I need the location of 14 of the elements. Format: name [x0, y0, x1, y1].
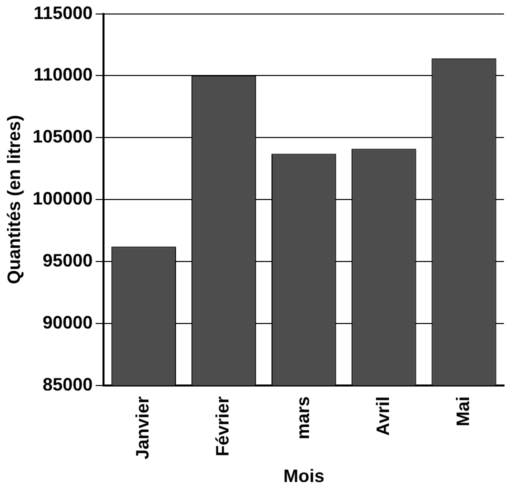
- y-axis-title: Quantités (en litres): [4, 115, 24, 284]
- x-axis-title: Mois: [283, 466, 324, 486]
- y-tick-label: 95000: [42, 250, 93, 270]
- x-tick-label: Janvier: [132, 396, 153, 460]
- y-tick-label: 105000: [32, 126, 93, 147]
- x-tick-label: Avril: [372, 396, 393, 436]
- y-tick-label: 90000: [42, 312, 93, 332]
- x-tick-label: Mai: [452, 396, 473, 426]
- y-tick-label: 100000: [32, 188, 93, 209]
- x-tick-label: Février: [212, 396, 233, 456]
- x-tick-label: mars: [292, 396, 313, 440]
- y-tick-label: 85000: [42, 374, 93, 394]
- y-tick-label: 115000: [34, 2, 93, 23]
- y-tick-label: 110000: [34, 64, 93, 85]
